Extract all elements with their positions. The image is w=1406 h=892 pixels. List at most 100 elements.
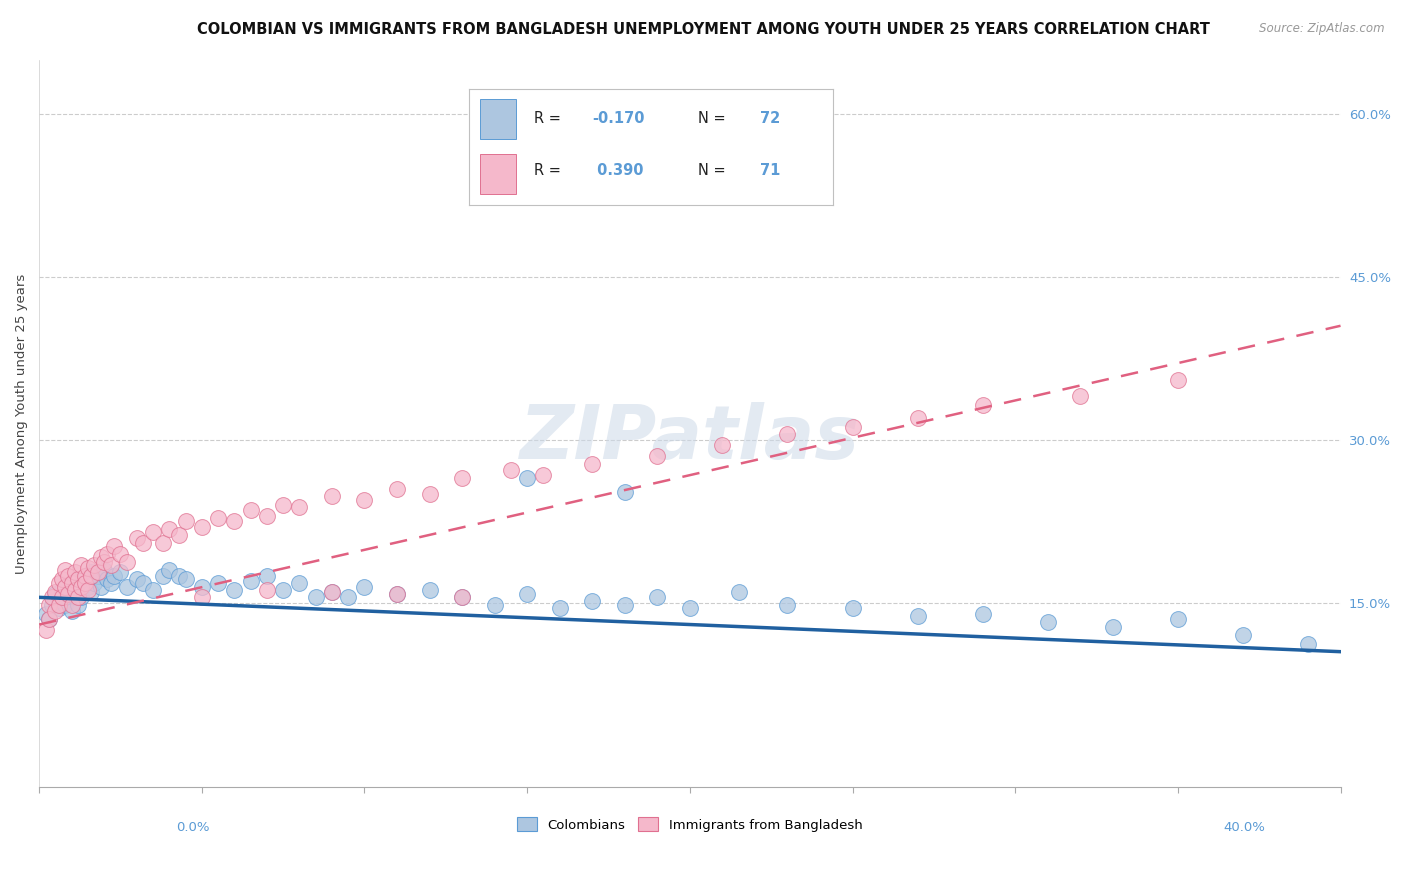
Point	[776, 427, 799, 442]
Point	[51, 591, 73, 605]
Point	[73, 576, 96, 591]
Point	[44, 605, 66, 619]
Point	[271, 582, 294, 597]
Point	[776, 598, 799, 612]
Point	[34, 623, 56, 637]
Point	[548, 601, 571, 615]
Point	[224, 514, 246, 528]
Point	[115, 580, 138, 594]
Point	[67, 574, 90, 588]
Point	[93, 555, 115, 569]
Point	[321, 585, 343, 599]
Point	[125, 531, 148, 545]
Point	[191, 520, 214, 534]
Point	[727, 585, 749, 599]
Point	[157, 522, 180, 536]
Point	[73, 568, 96, 582]
Point	[516, 471, 538, 485]
Point	[167, 528, 190, 542]
Point	[239, 574, 262, 588]
Point	[972, 607, 994, 621]
Point	[191, 580, 214, 594]
Point	[419, 487, 441, 501]
Text: 40.0%: 40.0%	[1223, 821, 1265, 834]
Point	[157, 563, 180, 577]
Point	[73, 572, 96, 586]
Point	[132, 536, 155, 550]
Point	[48, 576, 70, 591]
Text: Source: ZipAtlas.com: Source: ZipAtlas.com	[1260, 22, 1385, 36]
Point	[271, 498, 294, 512]
Point	[38, 612, 60, 626]
Point	[132, 576, 155, 591]
Point	[451, 471, 474, 485]
Point	[86, 568, 108, 582]
Point	[645, 591, 668, 605]
Point	[58, 568, 80, 582]
Point	[53, 598, 76, 612]
Point	[77, 568, 100, 582]
Point	[38, 612, 60, 626]
Point	[256, 508, 278, 523]
Point	[353, 580, 375, 594]
Point	[613, 598, 636, 612]
Point	[41, 598, 63, 612]
Point	[70, 558, 93, 572]
Point	[77, 561, 100, 575]
Point	[90, 550, 112, 565]
Point	[53, 563, 76, 577]
Point	[353, 492, 375, 507]
Point	[321, 585, 343, 599]
Point	[67, 572, 90, 586]
Point	[125, 572, 148, 586]
Point	[110, 566, 132, 580]
Point	[63, 591, 86, 605]
Point	[44, 593, 66, 607]
Point	[44, 587, 66, 601]
Point	[51, 582, 73, 597]
Point	[83, 558, 105, 572]
Point	[70, 591, 93, 605]
Point	[96, 572, 118, 586]
Point	[613, 485, 636, 500]
Point	[484, 598, 506, 612]
Point	[48, 601, 70, 615]
Point	[80, 566, 103, 580]
Point	[1167, 373, 1189, 387]
Point	[93, 563, 115, 577]
Point	[51, 572, 73, 586]
Point	[385, 482, 408, 496]
Point	[58, 587, 80, 601]
Point	[70, 580, 93, 594]
Point	[581, 593, 603, 607]
Point	[174, 572, 197, 586]
Y-axis label: Unemployment Among Youth under 25 years: Unemployment Among Youth under 25 years	[15, 274, 28, 574]
Point	[305, 591, 328, 605]
Point	[86, 566, 108, 580]
Point	[80, 568, 103, 582]
Point	[63, 566, 86, 580]
Text: 0.0%: 0.0%	[176, 821, 209, 834]
Point	[83, 576, 105, 591]
Point	[34, 607, 56, 621]
Point	[174, 514, 197, 528]
Point	[58, 587, 80, 601]
Point	[256, 568, 278, 582]
Point	[80, 585, 103, 599]
Point	[499, 463, 522, 477]
Point	[1101, 620, 1123, 634]
Point	[207, 511, 229, 525]
Point	[142, 582, 165, 597]
Point	[115, 555, 138, 569]
Point	[100, 576, 122, 591]
Point	[191, 591, 214, 605]
Legend: Colombians, Immigrants from Bangladesh: Colombians, Immigrants from Bangladesh	[513, 814, 866, 836]
Point	[679, 601, 702, 615]
Point	[77, 582, 100, 597]
Point	[711, 438, 734, 452]
Text: ZIPatlas: ZIPatlas	[520, 401, 860, 475]
Point	[645, 449, 668, 463]
Point	[224, 582, 246, 597]
Point	[67, 598, 90, 612]
Point	[152, 568, 174, 582]
